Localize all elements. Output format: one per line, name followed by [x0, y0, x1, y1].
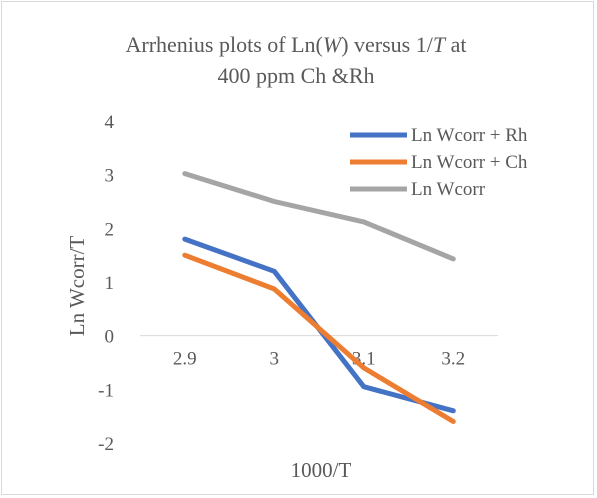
y-tick-label: 4	[105, 112, 115, 133]
y-tick-label: 3	[105, 166, 115, 187]
legend-label: Ln Wcorr + Rh	[411, 125, 528, 146]
legend-label: Ln Wcorr	[411, 179, 486, 200]
series-line-1	[182, 236, 456, 414]
series-line-3	[182, 171, 456, 262]
series-layer	[182, 171, 456, 424]
title-part-2: W	[323, 32, 343, 57]
title-part-3: ) versus 1/	[341, 32, 434, 57]
series-line-2	[182, 252, 456, 424]
legend: Ln Wcorr + Rh Ln Wcorr + Ch Ln Wcorr	[350, 125, 528, 200]
legend-label: Ln Wcorr + Ch	[411, 152, 528, 173]
chart-title-line1: Arrhenius plots of Ln(W) versus 1/T at	[126, 32, 467, 57]
x-tick-label: 3.2	[441, 349, 465, 370]
y-axis-title: Ln Wcorr/T	[65, 236, 89, 337]
y-tick-label: -2	[98, 434, 114, 455]
x-axis-title: 1000/T	[291, 458, 352, 482]
y-tick-label: -1	[98, 380, 114, 401]
x-tick-label: 3	[270, 349, 280, 370]
title-part-4: T	[433, 32, 447, 57]
chart-title-line2: 400 ppm Ch &Rh	[217, 63, 374, 88]
x-tick-label: 2.9	[173, 349, 197, 370]
title-part-1: Arrhenius plots of Ln(	[126, 32, 323, 57]
y-tick-label: 1	[105, 273, 115, 294]
y-tick-label: 0	[105, 327, 115, 348]
title-part-5: at	[445, 32, 466, 57]
y-tick-label: 2	[105, 219, 115, 240]
